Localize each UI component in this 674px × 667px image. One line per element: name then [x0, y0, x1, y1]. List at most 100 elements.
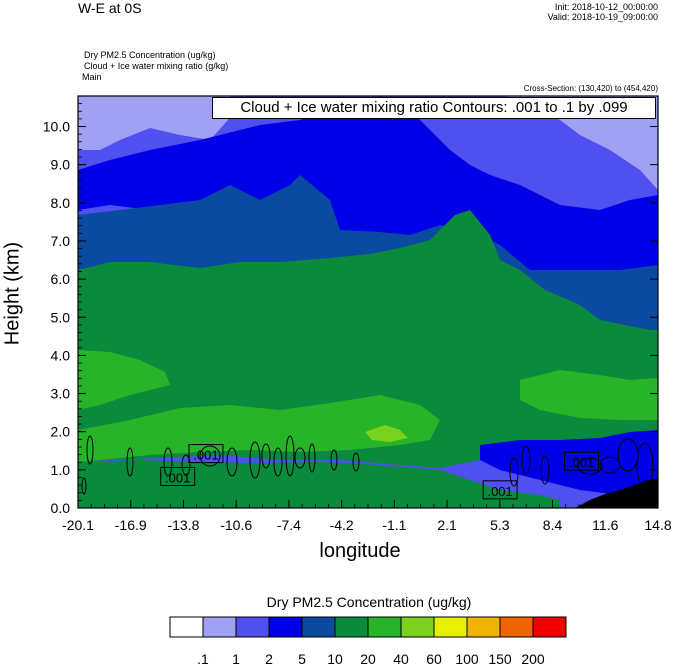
contour-label-box	[482, 480, 518, 500]
cloud-contour	[636, 442, 654, 488]
cloud-contour	[352, 452, 360, 472]
colorbar-swatch	[202, 616, 237, 638]
colorbar-level-label: 20	[360, 651, 376, 667]
contour-label: .001	[165, 470, 190, 485]
y-tick-label: 3.0	[51, 386, 71, 402]
pm25-fill-60-100	[365, 425, 408, 442]
colorbar-title: Dry PM2.5 Concentration (ug/kg)	[266, 594, 472, 610]
colorbar-swatch	[499, 616, 534, 638]
cloud-contour	[540, 455, 550, 485]
contour-label-box	[564, 451, 600, 471]
cloud-contour	[199, 445, 221, 467]
x-tick-label: 2.1	[437, 517, 457, 533]
y-tick-label: 2.0	[51, 424, 71, 440]
pm25-fill-1-2	[505, 96, 658, 190]
cloud-contour	[226, 447, 238, 477]
cloud-contour	[521, 445, 531, 475]
cloud-contour	[285, 435, 295, 477]
y-tick-label: 6.0	[51, 271, 71, 287]
colorbar-level-label: 60	[426, 651, 442, 667]
cloud-contour	[86, 435, 94, 465]
field-name-cloud-ice: Cloud + Ice water mixing ratio (g/kg)	[84, 61, 229, 71]
colorbar-swatch	[532, 616, 567, 638]
pm25-fill-40-60	[78, 395, 440, 462]
x-axis-label: longitude	[319, 540, 401, 562]
colorbar-swatch	[433, 616, 468, 638]
colorbar-level-label: 5	[298, 651, 306, 667]
pm25-filled-contours	[78, 96, 658, 508]
cloud-contour	[294, 447, 306, 469]
init-time: Init: 2018-10-12_00:00:00	[554, 2, 658, 12]
x-tick-label: -7.4	[277, 517, 301, 533]
cloud-contour	[249, 441, 261, 479]
plot-title: W-E at 0S	[78, 0, 142, 16]
colorbar-level-label: 40	[393, 651, 409, 667]
cloud-contour	[163, 447, 173, 477]
x-tick-label: -16.9	[115, 517, 147, 533]
colorbar-swatch	[367, 616, 402, 638]
cross-section-label: Cross-Section: (130,420) to (454,420)	[523, 84, 658, 93]
cloud-ice-contours	[81, 435, 654, 495]
pm25-fill-40-60	[520, 370, 658, 420]
colorbar: .1 1 2 5 10 20 40 60 100 150 200	[169, 616, 567, 667]
contour-labels: .001.001.001.001	[160, 444, 600, 500]
field-name-main: Main	[82, 72, 102, 82]
pm25-fill-20-40	[78, 210, 658, 470]
colorbar-swatch	[235, 616, 270, 638]
y-tick-label: 5.0	[51, 309, 71, 325]
x-tick-label: 5.3	[490, 517, 510, 533]
y-tick-label: 9.0	[51, 157, 71, 173]
x-tick-label: -10.6	[220, 517, 252, 533]
contour-label-box	[188, 444, 224, 464]
pm25-fill-1-2	[78, 96, 230, 150]
colorbar-swatch	[301, 616, 336, 638]
colorbar-swatch	[334, 616, 369, 638]
cloud-contour	[261, 443, 271, 469]
cloud-contour	[273, 447, 283, 477]
contour-label: .001	[569, 455, 594, 470]
contour-info-label: Cloud + Ice water mixing ratio Contours:…	[212, 97, 656, 119]
x-tick-label: -1.1	[382, 517, 406, 533]
y-tick-label: 7.0	[51, 233, 71, 249]
x-axis: -20.1 -16.9 -13.8 -10.6 -7.4 -4.2 -1.1 2.1 5.3 8.…	[62, 500, 672, 533]
valid-time: Valid: 2018-10-19_09:00:00	[547, 12, 658, 22]
cloud-contour	[81, 477, 87, 495]
cloud-contour	[509, 457, 519, 487]
contour-label: .001	[193, 448, 218, 463]
x-tick-label: -20.1	[62, 517, 94, 533]
colorbar-level-label: 1	[232, 651, 240, 667]
colorbar-level-label: 10	[327, 651, 343, 667]
x-tick-label: -13.8	[167, 517, 199, 533]
y-tick-label: 8.0	[51, 195, 71, 211]
colorbar-level-label: 200	[521, 651, 545, 667]
x-tick-label: 14.8	[644, 517, 671, 533]
y-tick-label: 0.0	[51, 500, 71, 516]
colorbar-swatch	[400, 616, 435, 638]
y-axis-label: Height (km)	[1, 241, 24, 346]
colorbar-level-label: 100	[455, 651, 479, 667]
colorbar-swatch	[466, 616, 501, 638]
field-name-pm25: Dry PM2.5 Concentration (ug/kg)	[84, 50, 216, 60]
contour-label: .001	[487, 484, 512, 499]
colorbar-level-label: .1	[197, 651, 209, 667]
colorbar-swatch	[169, 616, 204, 638]
y-axis: 0.0 1.0 2.0 3.0 4.0 5.0 6.0 7.0 8.0 9.0 10.0	[43, 95, 658, 516]
x-tick-label: 8.4	[543, 517, 563, 533]
pm25-fill-40-60	[78, 350, 170, 410]
colorbar-level-label: 2	[265, 651, 273, 667]
terrain	[575, 478, 658, 508]
cloud-contour	[330, 449, 338, 471]
x-tick-label: 11.6	[592, 517, 618, 533]
pm25-fill-20-40	[78, 460, 560, 508]
colorbar-swatch	[268, 616, 303, 638]
cloud-contour	[577, 457, 603, 475]
y-tick-label: 10.0	[43, 119, 70, 135]
y-tick-label: 1.0	[51, 462, 71, 478]
cloud-contour	[126, 447, 134, 477]
contour-label-box	[160, 466, 196, 486]
x-tick-label: -4.2	[330, 517, 354, 533]
colorbar-level-label: 150	[488, 651, 512, 667]
cloud-contour	[181, 454, 191, 476]
cloud-contour	[308, 443, 316, 473]
